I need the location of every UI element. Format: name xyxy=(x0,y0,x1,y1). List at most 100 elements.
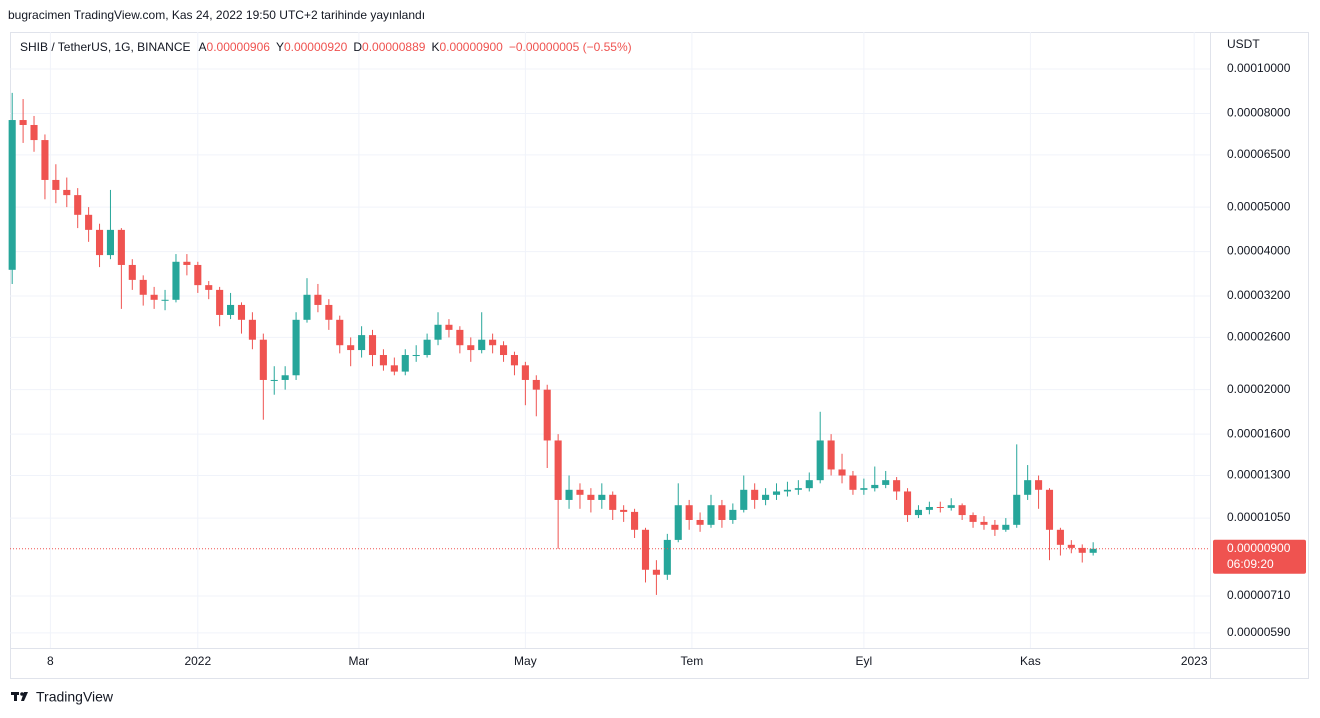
y-tick-label: 0.00008000 xyxy=(1227,106,1291,120)
symbol: SHIB / TetherUS, 1G, BINANCE xyxy=(20,40,191,54)
y-tick-label: 0.00001600 xyxy=(1227,426,1291,440)
candle-body xyxy=(467,345,475,351)
candle-body xyxy=(139,279,147,295)
legend-key: D xyxy=(353,40,362,54)
price-unit: USDT xyxy=(1227,37,1260,51)
candle-body xyxy=(270,379,278,381)
x-tick-label: Mar xyxy=(349,654,370,668)
candle-body xyxy=(893,480,901,492)
candle-body xyxy=(609,494,617,510)
candle-body xyxy=(707,505,715,525)
candle-body xyxy=(401,355,409,372)
candle-body xyxy=(532,379,540,390)
x-tick-label: 2023 xyxy=(1181,654,1208,668)
candle-body xyxy=(314,294,322,305)
x-tick-label: Kas xyxy=(1020,654,1041,668)
candle-body xyxy=(521,365,529,380)
candle-body xyxy=(445,324,453,330)
frame xyxy=(10,32,1309,679)
grid xyxy=(10,32,1210,648)
candle-body xyxy=(227,304,235,315)
candle-body xyxy=(390,365,398,372)
candle-body xyxy=(882,480,890,485)
x-tick-label: Tem xyxy=(681,654,704,668)
candle-body xyxy=(423,339,431,356)
candle-body xyxy=(95,229,104,256)
candle-body xyxy=(936,506,944,508)
x-tick-label: 8 xyxy=(47,654,54,668)
candle-body xyxy=(794,488,802,490)
x-tick-label: Eyl xyxy=(856,654,873,668)
candle-body xyxy=(871,484,879,489)
legend-value: 0.00000889 xyxy=(362,40,426,54)
candle-body xyxy=(281,375,289,380)
candle-body xyxy=(499,345,508,356)
last-price-label: 0.00000900 xyxy=(1227,541,1291,555)
candle-body xyxy=(248,319,256,340)
labels: 0.00010000 0.00008000 0.00006500 0.00005000… xyxy=(47,61,1306,668)
candle-body xyxy=(85,214,93,230)
legend-value: 0.00000900 xyxy=(439,40,503,54)
candle-body xyxy=(325,304,333,320)
candle-body xyxy=(565,489,573,500)
candle-body xyxy=(412,355,420,357)
candle-body xyxy=(751,489,759,500)
candle-body xyxy=(30,124,38,141)
candle-body xyxy=(729,509,737,520)
candle-body xyxy=(1067,544,1075,548)
footer-brand: TradingView xyxy=(36,689,114,705)
y-tick-label: 0.00000590 xyxy=(1227,625,1291,639)
candle-body xyxy=(620,509,628,512)
candle-body xyxy=(554,440,562,500)
candle-body xyxy=(631,511,639,530)
candle-body xyxy=(434,324,442,340)
footer-logo xyxy=(11,692,28,701)
x-tick-label: May xyxy=(514,654,537,668)
legend-key: Y xyxy=(276,40,284,54)
candle-body xyxy=(150,294,158,300)
candle-body xyxy=(489,339,497,346)
candle-body xyxy=(237,304,246,320)
candle-body xyxy=(969,515,977,522)
candle-body xyxy=(903,491,912,516)
candle-body xyxy=(41,140,49,180)
candles xyxy=(8,92,1210,595)
candle-body xyxy=(1078,547,1086,553)
candle-body xyxy=(772,491,781,495)
candle-body xyxy=(1056,529,1064,545)
y-tick-label: 0.00010000 xyxy=(1227,61,1291,75)
candle-body xyxy=(543,389,551,441)
candle-body xyxy=(740,489,748,510)
y-tick-label: 0.00005000 xyxy=(1227,199,1291,213)
candle-body xyxy=(762,494,770,500)
candle-body xyxy=(19,120,27,125)
candle-body xyxy=(980,521,988,525)
candle-body xyxy=(205,285,213,290)
candle-body xyxy=(106,229,115,256)
candle-body xyxy=(958,505,966,516)
candle-body xyxy=(805,480,813,489)
candle-body xyxy=(8,120,16,270)
x-tick-label: 2022 xyxy=(184,654,211,668)
candle-body xyxy=(1013,494,1021,525)
candle-body xyxy=(783,489,791,492)
candle-body xyxy=(478,339,486,351)
candle-body xyxy=(259,339,267,380)
candle-body xyxy=(117,229,125,265)
candle-body xyxy=(718,505,726,520)
candle-body xyxy=(816,440,824,481)
y-tick-label: 0.00001050 xyxy=(1227,510,1291,524)
candle-body xyxy=(838,469,846,476)
candle-body xyxy=(358,335,366,351)
candle-body xyxy=(652,569,660,575)
candle-body xyxy=(303,294,311,320)
candle-body xyxy=(379,355,387,366)
candle-body xyxy=(194,264,202,286)
legend-value: 0.00000906 xyxy=(207,40,271,54)
candle-body xyxy=(914,509,923,516)
published-note: bugracimen TradingView.com, Kas 24, 2022… xyxy=(8,8,425,22)
candle-body xyxy=(1024,480,1032,495)
candle-body xyxy=(63,189,71,196)
